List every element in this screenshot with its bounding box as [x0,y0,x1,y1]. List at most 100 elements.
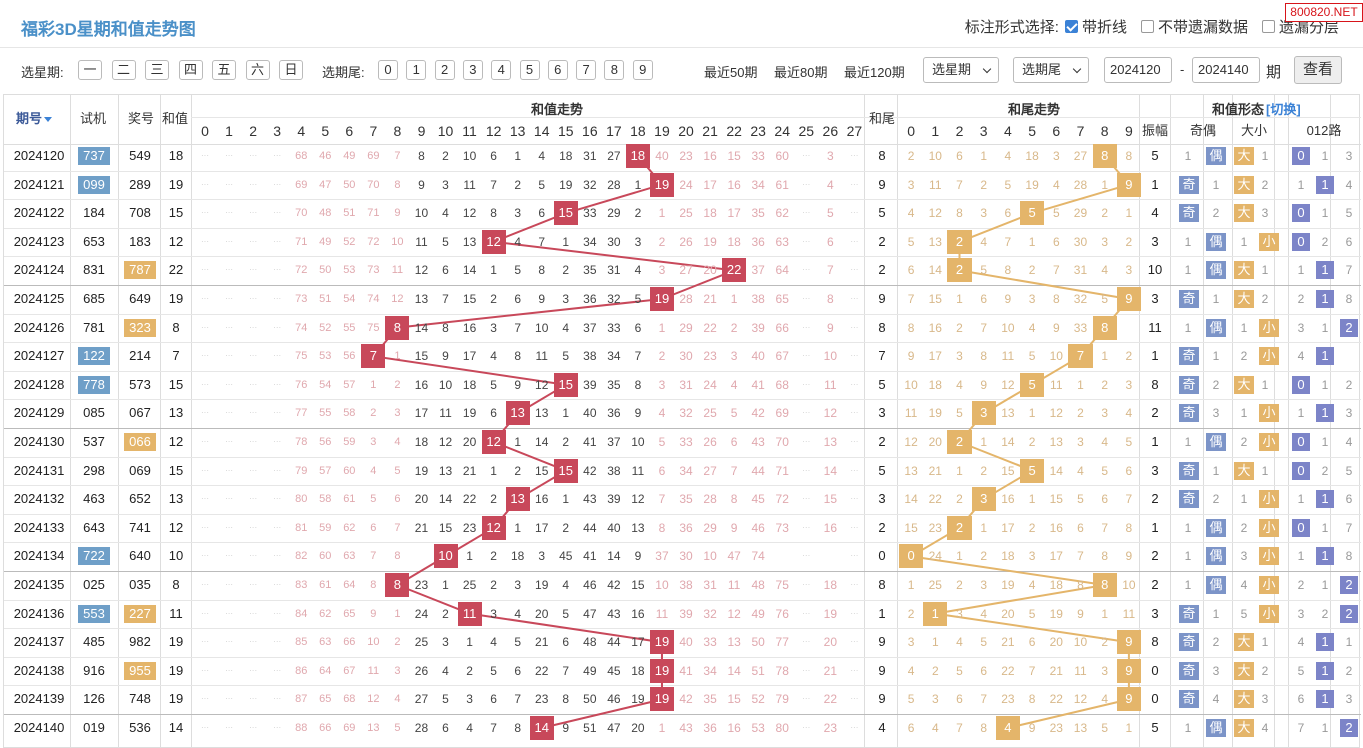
miss-value: 4 [514,234,521,249]
sum-marker: 15 [553,458,578,483]
tail-col-2: 2 [955,123,964,139]
sum-cell: 8 [172,319,180,335]
tail-button-6[interactable]: 6 [547,60,568,80]
recent-80-link[interactable]: 最近80期 [774,65,828,80]
switch-link[interactable]: [切换] [1266,102,1301,117]
option-with-line[interactable]: 带折线 [1064,16,1127,37]
tail-cell: 9 [878,691,886,707]
miss-value: 53 [343,264,356,277]
amp-cell: 2 [1151,491,1159,507]
issue-header[interactable]: 期号 [9,111,59,127]
bs-miss: 4 [1240,578,1248,592]
miss-value: 8 [730,492,738,507]
to-issue-input[interactable]: 2024140 [1192,57,1260,83]
miss-value: 46 [319,150,332,162]
tail-select[interactable]: 选期尾 [1013,57,1089,83]
weekday-button-6[interactable]: 日 [279,60,303,80]
tail-button-9[interactable]: 9 [632,60,653,80]
sum-marker: 22 [722,258,747,283]
miss-value: 39 [679,606,693,621]
miss-value: 69 [343,722,356,734]
tail-button-2[interactable]: 2 [434,60,455,80]
road-tag: 0 [1292,375,1310,394]
tail-button-3[interactable]: 3 [462,60,483,80]
miss-value: 9 [826,320,834,335]
weekday-button-0[interactable]: 一 [78,60,102,80]
miss-value: 76 [775,606,789,621]
miss-value: 57 [343,378,356,391]
sum-col-10: 10 [437,123,454,139]
option-miss-layer[interactable]: 遗漏分层 [1261,16,1339,37]
trial-highlight: 099 [78,175,110,194]
miss-value: 41 [751,377,765,392]
weekday-button-3[interactable]: 四 [178,60,203,80]
tail-button-0[interactable]: 0 [378,60,398,80]
dim-dot: ··· [225,265,234,275]
query-button[interactable]: 查看 [1294,56,1342,84]
col-divider [897,95,898,748]
tail-button-1[interactable]: 1 [406,60,427,80]
checkbox-icon[interactable] [1261,20,1275,33]
sort-down-icon[interactable] [44,117,52,123]
tail-button-4[interactable]: 4 [491,60,512,80]
tail-button-7[interactable]: 7 [576,60,597,80]
dim-dot: ··· [201,522,210,532]
miss-value: 52 [751,692,765,707]
tail-miss-value: 5 [907,692,915,707]
from-issue-input[interactable]: 2024120 [1104,57,1172,83]
tail-miss-value: 8 [1028,692,1036,707]
miss-value: 80 [295,493,308,506]
tail-cell: 8 [878,319,886,335]
tail-miss-value: 1 [1101,606,1109,621]
tail-miss-value: 2 [1028,520,1036,535]
miss-value: 2 [730,320,738,335]
miss-value: 20 [414,492,429,507]
tail-cell: 9 [878,634,886,650]
miss-value: 6 [730,435,738,449]
miss-value: 13 [414,292,429,306]
oe-miss-2: 2 [1212,206,1220,221]
miss-value: 5 [658,435,666,449]
miss-value: 23 [414,578,429,592]
checkbox-icon[interactable] [1064,20,1078,33]
weekday-select[interactable]: 选星期 [923,57,999,83]
weekday-button-2[interactable]: 三 [145,60,169,80]
sum-cell: 7 [172,348,180,364]
weekday-button-1[interactable]: 二 [111,60,136,80]
road-miss: 2 [1297,292,1305,306]
recent-120-link[interactable]: 最近120期 [844,65,905,80]
tail-miss-value: 23 [1049,721,1063,735]
recent-50-link[interactable]: 最近50期 [704,65,758,80]
bs-tag: 大 [1234,290,1254,308]
miss-value: 2 [634,206,642,221]
dim-dot: ··· [802,551,811,561]
tail-miss-value: 17 [1049,549,1063,564]
dim-dot: ··· [802,265,811,275]
miss-value: 18 [631,663,645,678]
dim-dot: ··· [249,580,258,589]
bs-miss: 2 [1240,349,1248,364]
issue-cell: 2024124 [13,262,65,278]
road-miss: 1 [1321,149,1329,163]
miss-value: 6 [490,149,497,163]
tail-miss-value: 14 [1049,463,1063,478]
weekday-button-4[interactable]: 五 [212,60,236,80]
checkbox-icon[interactable] [1140,20,1154,33]
tail-button-8[interactable]: 8 [604,60,625,80]
issue-cell: 2024128 [13,376,65,392]
tail-button-5[interactable]: 5 [519,60,540,80]
miss-value: 20 [535,606,549,621]
miss-value: 2 [466,663,473,678]
miss-value: 9 [730,520,738,535]
miss-value: 57 [319,464,332,477]
miss-value: 2 [490,549,497,564]
miss-value: 9 [538,292,546,306]
weekday-button-5[interactable]: 六 [245,60,270,80]
dim-dot: ··· [273,379,282,389]
option-no-miss-data[interactable]: 不带遗漏数据 [1140,16,1248,37]
bs-tag: 小 [1259,518,1279,537]
tail-miss-value: 7 [980,320,988,335]
prize-cell: 227 [118,600,162,628]
miss-value: 5 [562,349,570,364]
